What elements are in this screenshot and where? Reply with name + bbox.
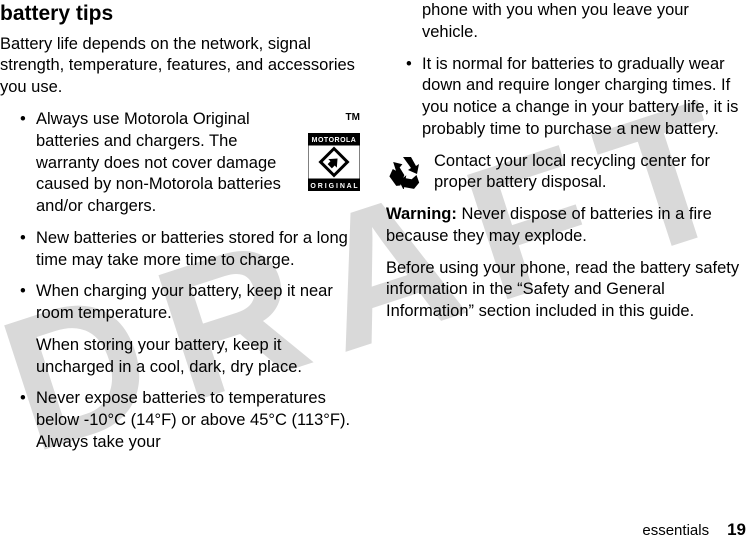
continuation-paragraph: phone with you when you leave your vehic…: [422, 0, 746, 44]
recycle-icon: [386, 153, 424, 196]
motorola-original-logo: TM MOTOROLA O R I G I N A L: [308, 111, 360, 191]
recycle-paragraph: Contact your local recycling center for …: [386, 151, 746, 195]
motorola-logo-icon: MOTOROLA O R I G I N A L: [308, 133, 360, 191]
warning-paragraph: Warning: Never dispose of batteries in a…: [386, 204, 746, 248]
closing-paragraph: Before using your phone, read the batter…: [386, 258, 746, 323]
bullet-item: • It is normal for batteries to graduall…: [406, 54, 746, 141]
footer-section-name: essentials: [642, 522, 709, 539]
footer-page-number: 19: [727, 520, 746, 539]
bullet-item: • TM MOTOROLA O R I G I N A L: [20, 109, 360, 218]
svg-text:MOTOROLA: MOTOROLA: [312, 137, 357, 144]
bullet-dot: •: [20, 228, 36, 272]
right-column: phone with you when you leave your vehic…: [386, 0, 746, 510]
bullet-item: • When charging your battery, keep it ne…: [20, 281, 360, 325]
bullet-dot: •: [20, 388, 36, 453]
bullet-item: • Never expose batteries to temperatures…: [20, 388, 360, 453]
svg-text:O R I G I N A L: O R I G I N A L: [310, 183, 358, 190]
bullet-text: New batteries or batteries stored for a …: [36, 228, 360, 272]
sub-paragraph: When storing your battery, keep it uncha…: [36, 335, 360, 379]
intro-paragraph: Battery life depends on the network, sig…: [0, 34, 360, 99]
bullet-text: It is normal for batteries to gradually …: [422, 54, 746, 141]
page-footer: essentials 19: [642, 520, 746, 540]
warning-label: Warning:: [386, 205, 457, 223]
section-heading: battery tips: [0, 0, 360, 28]
bullet-text: Never expose batteries to temperatures b…: [36, 388, 360, 453]
bullet-dot: •: [20, 109, 36, 218]
bullet-text: TM MOTOROLA O R I G I N A L: [36, 109, 360, 218]
bullet-text: When charging your battery, keep it near…: [36, 281, 360, 325]
bullet-dot: •: [406, 54, 422, 141]
bullet-text-content: Always use Motorola Original batteries a…: [36, 110, 281, 215]
tm-mark: TM: [346, 111, 360, 124]
bullet-item: • New batteries or batteries stored for …: [20, 228, 360, 272]
bullet-dot: •: [20, 281, 36, 325]
recycle-text: Contact your local recycling center for …: [434, 152, 710, 192]
page-content: battery tips Battery life depends on the…: [0, 0, 756, 510]
left-column: battery tips Battery life depends on the…: [0, 0, 360, 510]
